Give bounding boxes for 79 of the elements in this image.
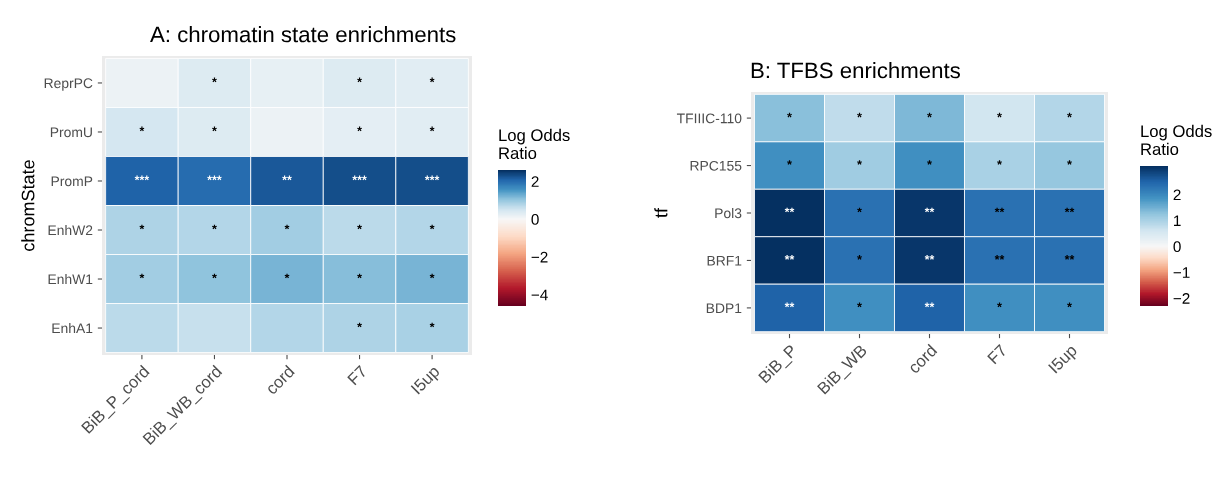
- data-label: **: [1064, 207, 1075, 213]
- color-bar-title: Log Odds Ratio: [499, 128, 570, 160]
- y-tick-label: PromU: [50, 127, 92, 138]
- y-tick-label: BDP1: [706, 303, 742, 313]
- color-bar-title: Log Odds Ratio: [1141, 124, 1212, 156]
- y-tick-label: RPC155: [690, 160, 742, 171]
- data-label: *: [857, 302, 862, 308]
- color-bar-label: −1: [1173, 267, 1190, 278]
- y-tick-label: EnhA1: [52, 323, 93, 334]
- color-bar-label: 0: [531, 213, 539, 225]
- data-label: *: [429, 77, 435, 83]
- chart-title: B: TFBS enrichments: [751, 62, 960, 79]
- data-label: *: [857, 255, 862, 260]
- data-label: *: [997, 112, 1002, 118]
- data-label: *: [357, 322, 362, 328]
- y-axis-title: tf: [654, 207, 668, 218]
- data-label: **: [924, 302, 935, 308]
- data-label: *: [139, 273, 145, 279]
- data-label: ***: [424, 175, 440, 181]
- color-bar-label: 1: [1174, 215, 1181, 226]
- data-label: *: [997, 302, 1002, 308]
- data-label: *: [1067, 302, 1072, 308]
- data-label: **: [1064, 255, 1075, 260]
- data-label: *: [212, 126, 217, 132]
- color-bar-label: 2: [531, 176, 539, 187]
- data-label: *: [357, 273, 362, 279]
- x-tick-label: F7: [347, 365, 368, 386]
- data-label: **: [784, 255, 795, 260]
- color-bar-label: −2: [531, 251, 548, 263]
- data-label: *: [284, 273, 290, 279]
- y-tick-label: EnhW2: [48, 224, 93, 236]
- y-tick-label: Pol3: [715, 207, 742, 219]
- data-label: **: [784, 302, 795, 308]
- data-label: *: [787, 160, 792, 165]
- data-label: *: [212, 273, 217, 279]
- data-label: **: [784, 207, 795, 213]
- x-tick-label: F7: [987, 344, 1008, 365]
- color-bar-label: −4: [531, 289, 548, 301]
- color-bar-label: −2: [1173, 293, 1190, 304]
- data-label: **: [924, 207, 935, 213]
- data-label: *: [927, 160, 932, 165]
- y-tick-label: EnhW1: [48, 273, 93, 285]
- data-label: *: [857, 207, 862, 213]
- y-axis-title: chromState: [21, 160, 35, 251]
- data-label: *: [1067, 112, 1072, 118]
- x-tick-label: I5up: [410, 364, 443, 397]
- data-label: **: [924, 255, 935, 260]
- data-label: **: [994, 255, 1005, 260]
- data-label: *: [429, 126, 435, 132]
- data-label: *: [212, 77, 217, 83]
- data-label: *: [429, 224, 435, 230]
- data-label: *: [997, 160, 1002, 165]
- x-tick-label: I5up: [1048, 343, 1080, 376]
- data-label: *: [857, 112, 862, 118]
- data-label: *: [787, 112, 792, 118]
- data-label: *: [357, 224, 362, 230]
- y-tick-label: ReprPC: [44, 78, 93, 91]
- data-label: *: [212, 224, 217, 230]
- data-label: *: [1067, 160, 1072, 165]
- color-bar-label: 0: [1173, 241, 1181, 253]
- y-tick-label: PromP: [51, 176, 93, 187]
- data-label: **: [282, 175, 292, 181]
- y-tick-label: TFIIIC-110: [676, 113, 742, 124]
- data-label: *: [429, 273, 435, 279]
- data-label: *: [139, 224, 145, 230]
- y-tick-label: BRF1: [707, 255, 742, 266]
- data-label: *: [139, 126, 145, 132]
- data-label: ***: [207, 175, 222, 181]
- data-label: *: [857, 160, 862, 165]
- data-label: *: [357, 126, 362, 132]
- data-label: *: [429, 322, 435, 328]
- data-label: **: [994, 207, 1005, 213]
- data-label: *: [927, 112, 932, 118]
- chart-title: A: chromatin state enrichments: [150, 26, 456, 43]
- data-label: ***: [352, 175, 367, 181]
- color-bar-label: 2: [1173, 189, 1181, 201]
- data-label: ***: [134, 175, 150, 181]
- data-label: *: [284, 224, 290, 230]
- data-label: *: [357, 77, 362, 83]
